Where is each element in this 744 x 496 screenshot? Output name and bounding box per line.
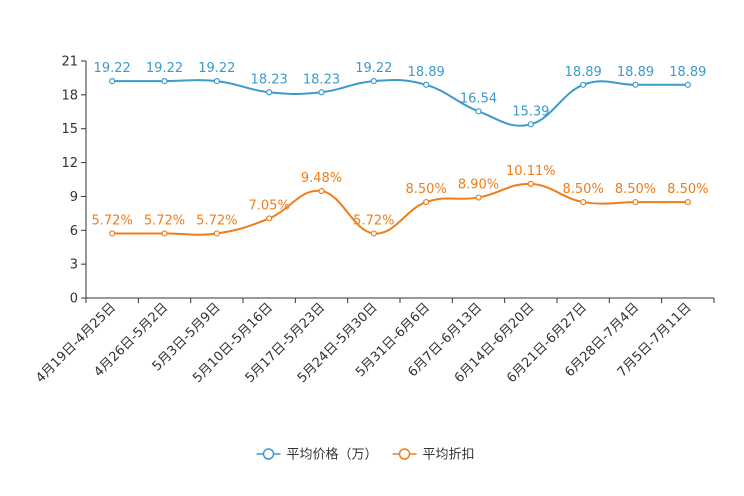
data-point[interactable] — [266, 215, 273, 222]
data-label: 10.11% — [506, 164, 556, 179]
y-tick-label: 0 — [70, 292, 78, 307]
data-label: 8.50% — [667, 182, 708, 197]
data-label: 18.23 — [251, 72, 288, 87]
data-point[interactable] — [580, 198, 587, 206]
data-label: 16.54 — [460, 91, 497, 106]
y-tick-label: 12 — [61, 156, 78, 171]
data-label: 9.48% — [301, 171, 342, 186]
data-label: 8.90% — [458, 178, 499, 193]
data-label: 19.22 — [94, 61, 131, 76]
series-layer: 19.22 19.22 19.22 18.23 18.23 19.22 18.89 16.54… — [92, 61, 708, 237]
data-point[interactable] — [527, 180, 534, 188]
data-point[interactable] — [370, 230, 377, 237]
data-label: 5.72% — [92, 213, 133, 228]
data-point[interactable] — [684, 81, 691, 88]
series-line — [112, 79, 688, 127]
data-label: 18.89 — [617, 65, 654, 80]
data-label: 5.72% — [196, 213, 237, 228]
data-point[interactable] — [475, 108, 482, 115]
data-point[interactable] — [318, 89, 325, 96]
data-label: 8.50% — [615, 182, 656, 197]
data-point[interactable] — [632, 198, 639, 206]
data-label: 18.89 — [669, 65, 706, 80]
legend-item-2[interactable]: 平均折扣 — [392, 448, 475, 463]
data-label: 8.50% — [563, 182, 604, 197]
data-label: 18.89 — [565, 65, 602, 80]
data-point[interactable] — [213, 230, 220, 237]
y-tick-label: 15 — [61, 122, 78, 137]
legend-marker — [398, 448, 411, 460]
data-label: 7.05% — [249, 198, 290, 213]
data-label: 15.39 — [512, 104, 549, 119]
data-point[interactable] — [475, 194, 482, 201]
data-point[interactable] — [370, 77, 377, 85]
legend-label: 平均折扣 — [423, 448, 475, 463]
data-point[interactable] — [266, 89, 273, 96]
data-point[interactable] — [109, 77, 116, 85]
legend-marker — [262, 448, 275, 460]
data-label: 19.22 — [146, 61, 183, 76]
y-tick-label: 9 — [70, 190, 78, 205]
data-label: 19.22 — [198, 61, 235, 76]
data-point[interactable] — [580, 81, 587, 88]
data-point[interactable] — [213, 77, 220, 85]
y-tick-label: 18 — [61, 88, 78, 103]
data-point[interactable] — [161, 77, 168, 85]
y-tick-label: 3 — [70, 258, 78, 273]
legend-label: 平均价格（万） — [287, 447, 378, 463]
data-label: 18.89 — [408, 65, 445, 80]
data-point[interactable] — [527, 121, 534, 128]
y-tick-label: 6 — [70, 224, 78, 239]
data-point[interactable] — [109, 230, 116, 237]
data-point[interactable] — [161, 230, 168, 237]
data-point[interactable] — [684, 198, 691, 206]
data-point[interactable] — [318, 187, 325, 195]
data-point[interactable] — [423, 198, 430, 206]
data-point[interactable] — [632, 81, 639, 88]
data-label: 5.72% — [353, 213, 394, 228]
data-label: 18.23 — [303, 72, 340, 87]
legend[interactable]: 平均价格（万） 平均折扣 — [256, 447, 475, 463]
series-1: 19.22 19.22 19.22 18.23 18.23 19.22 18.89 16.54… — [94, 61, 706, 128]
y-tick-label: 21 — [61, 55, 78, 70]
data-label: 5.72% — [144, 213, 185, 228]
data-point[interactable] — [423, 81, 430, 88]
legend-item-1[interactable]: 平均价格（万） — [256, 447, 378, 463]
data-label: 19.22 — [355, 61, 392, 76]
series-2: 5.72% 5.72% 5.72% 7.05% 9.48% 5.72% 8.50% 8.90%… — [92, 164, 708, 237]
data-label: 8.50% — [406, 182, 447, 197]
